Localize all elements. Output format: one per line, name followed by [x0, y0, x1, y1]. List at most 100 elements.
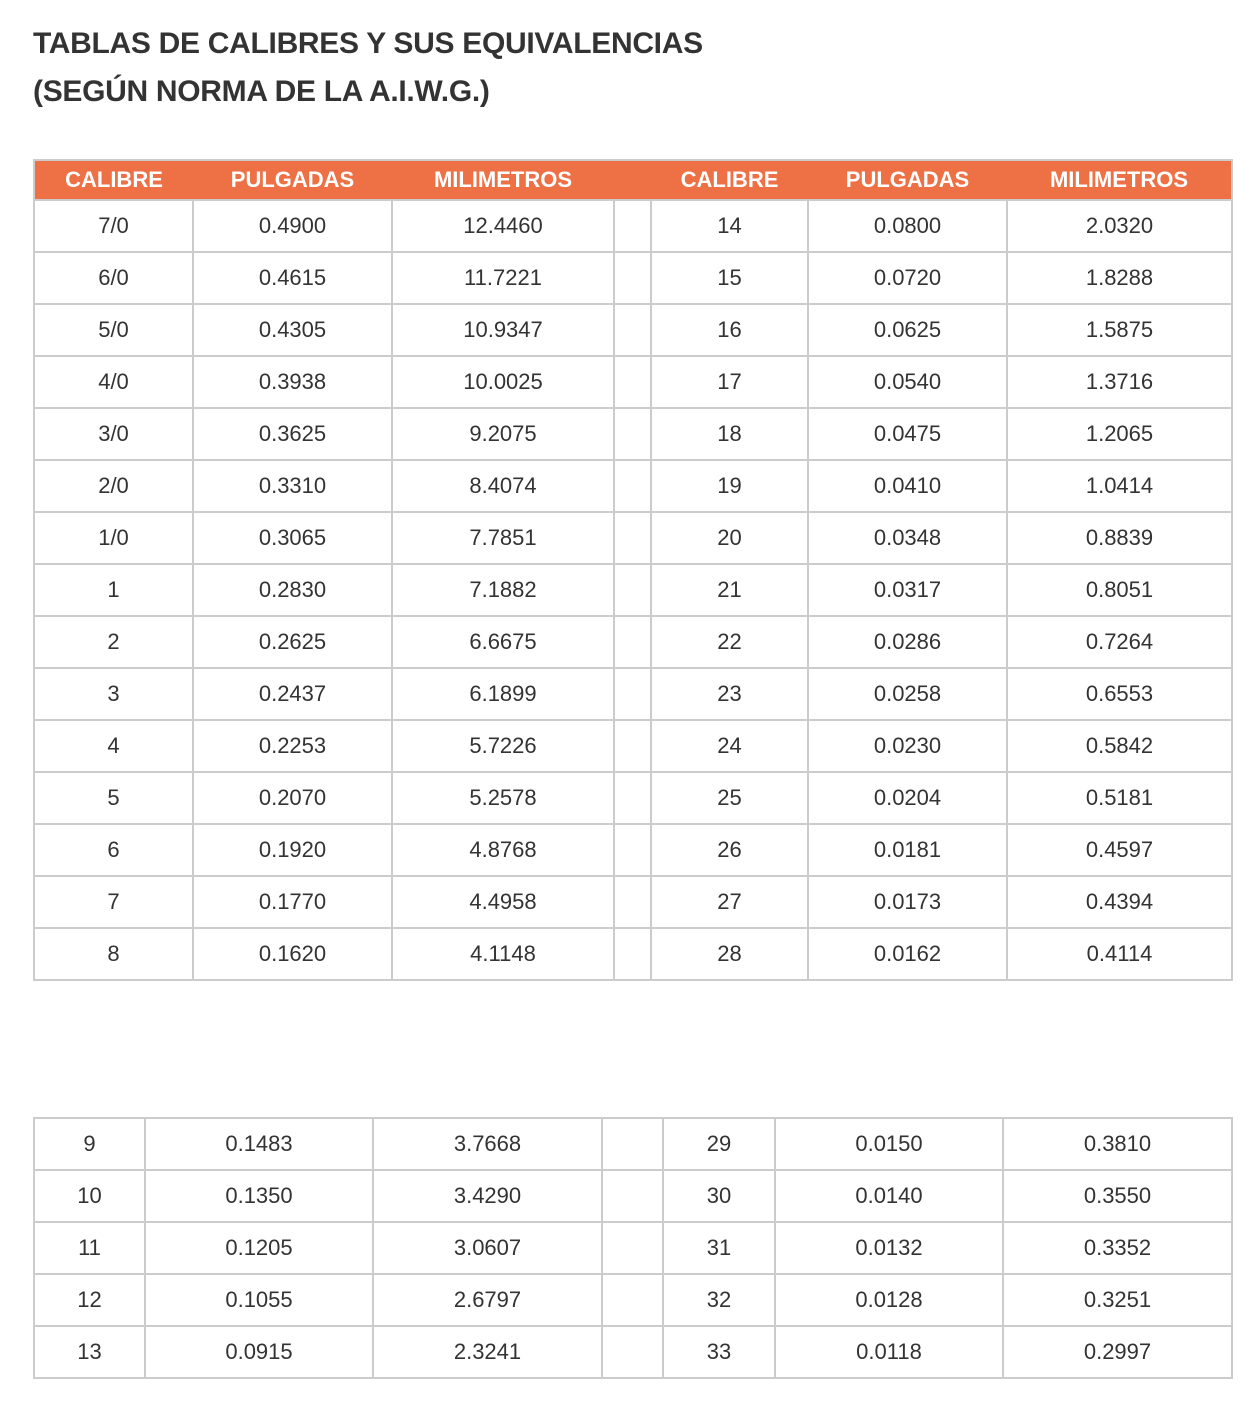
cell-milimetros: 3.0607	[372, 1221, 603, 1275]
cell-pulgadas: 0.0258	[807, 667, 1008, 721]
cell-spacer	[613, 875, 652, 929]
cell-pulgadas: 0.0410	[807, 459, 1008, 513]
cell-milimetros: 11.7221	[391, 251, 615, 305]
cell-calibre: 33	[662, 1325, 776, 1379]
cell-spacer	[613, 615, 652, 669]
cell-milimetros: 5.7226	[391, 719, 615, 773]
table-row: 11 0.1205 3.0607 31 0.0132 0.3352	[33, 1221, 1233, 1275]
cell-calibre: 20	[650, 511, 809, 565]
cell-spacer	[613, 355, 652, 409]
cell-pulgadas: 0.0128	[774, 1273, 1004, 1327]
cell-pulgadas: 0.0475	[807, 407, 1008, 461]
cell-pulgadas: 0.1770	[192, 875, 393, 929]
cell-calibre: 6	[33, 823, 194, 877]
cell-pulgadas: 0.1205	[144, 1221, 374, 1275]
cell-spacer	[613, 667, 652, 721]
header-pulgadas: PULGADAS	[193, 159, 392, 200]
table-row: 6 0.1920 4.8768 26 0.0181 0.4597	[33, 823, 1233, 877]
cell-milimetros: 1.0414	[1006, 459, 1233, 513]
cell-pulgadas: 0.2437	[192, 667, 393, 721]
cell-spacer	[613, 407, 652, 461]
cell-milimetros: 4.8768	[391, 823, 615, 877]
gauge-table-2: 9 0.1483 3.7668 29 0.0150 0.3810 10 0.1350 3.429…	[33, 1117, 1233, 1379]
cell-calibre: 9	[33, 1117, 146, 1171]
cell-milimetros: 6.1899	[391, 667, 615, 721]
cell-calibre: 22	[650, 615, 809, 669]
cell-calibre: 16	[650, 303, 809, 357]
table-row: 13 0.0915 2.3241 33 0.0118 0.2997	[33, 1325, 1233, 1379]
cell-pulgadas: 0.3625	[192, 407, 393, 461]
cell-pulgadas: 0.1920	[192, 823, 393, 877]
cell-spacer	[613, 511, 652, 565]
cell-milimetros: 12.4460	[391, 199, 615, 253]
cell-calibre: 29	[662, 1117, 776, 1171]
cell-spacer	[613, 303, 652, 357]
table-row: 2/0 0.3310 8.4074 19 0.0410 1.0414	[33, 459, 1233, 513]
cell-calibre: 31	[662, 1221, 776, 1275]
gauge-table-1: CALIBRE PULGADAS MILIMETROS CALIBRE PULGADAS…	[33, 159, 1233, 981]
cell-pulgadas: 0.4615	[192, 251, 393, 305]
cell-milimetros: 3.7668	[372, 1117, 603, 1171]
header-pulgadas: PULGADAS	[808, 159, 1007, 200]
cell-milimetros: 2.3241	[372, 1325, 603, 1379]
cell-milimetros: 10.0025	[391, 355, 615, 409]
cell-pulgadas: 0.3938	[192, 355, 393, 409]
cell-pulgadas: 0.1055	[144, 1273, 374, 1327]
table-row: 1/0 0.3065 7.7851 20 0.0348 0.8839	[33, 511, 1233, 565]
cell-pulgadas: 0.0625	[807, 303, 1008, 357]
cell-pulgadas: 0.0317	[807, 563, 1008, 617]
cell-spacer	[613, 251, 652, 305]
cell-milimetros: 0.3352	[1002, 1221, 1233, 1275]
cell-calibre: 18	[650, 407, 809, 461]
cell-milimetros: 0.6553	[1006, 667, 1233, 721]
cell-milimetros: 1.5875	[1006, 303, 1233, 357]
cell-milimetros: 0.8839	[1006, 511, 1233, 565]
cell-calibre: 1	[33, 563, 194, 617]
cell-milimetros: 7.7851	[391, 511, 615, 565]
cell-spacer	[601, 1221, 664, 1275]
table-header-row: CALIBRE PULGADAS MILIMETROS CALIBRE PULGADAS…	[33, 159, 1233, 200]
cell-milimetros: 0.7264	[1006, 615, 1233, 669]
cell-pulgadas: 0.2070	[192, 771, 393, 825]
cell-pulgadas: 0.2830	[192, 563, 393, 617]
cell-calibre: 3/0	[33, 407, 194, 461]
cell-spacer	[613, 459, 652, 513]
cell-milimetros: 2.6797	[372, 1273, 603, 1327]
table-row: 12 0.1055 2.6797 32 0.0128 0.3251	[33, 1273, 1233, 1327]
header-calibre: CALIBRE	[33, 159, 193, 200]
cell-calibre: 12	[33, 1273, 146, 1327]
cell-pulgadas: 0.0173	[807, 875, 1008, 929]
table-row: 3/0 0.3625 9.2075 18 0.0475 1.2065	[33, 407, 1233, 461]
cell-pulgadas: 0.2625	[192, 615, 393, 669]
cell-pulgadas: 0.0162	[807, 927, 1008, 981]
table-row: 10 0.1350 3.4290 30 0.0140 0.3550	[33, 1169, 1233, 1223]
cell-pulgadas: 0.2253	[192, 719, 393, 773]
cell-pulgadas: 0.3310	[192, 459, 393, 513]
cell-calibre: 15	[650, 251, 809, 305]
cell-spacer	[613, 563, 652, 617]
cell-spacer	[601, 1117, 664, 1171]
cell-milimetros: 6.6675	[391, 615, 615, 669]
cell-spacer	[601, 1169, 664, 1223]
table-row: 7 0.1770 4.4958 27 0.0173 0.4394	[33, 875, 1233, 929]
cell-pulgadas: 0.0204	[807, 771, 1008, 825]
header-milimetros: MILIMETROS	[1007, 159, 1233, 200]
cell-calibre: 11	[33, 1221, 146, 1275]
cell-calibre: 5/0	[33, 303, 194, 357]
cell-milimetros: 0.3550	[1002, 1169, 1233, 1223]
cell-spacer	[613, 823, 652, 877]
cell-calibre: 7/0	[33, 199, 194, 253]
cell-calibre: 4	[33, 719, 194, 773]
table-row: 8 0.1620 4.1148 28 0.0162 0.4114	[33, 927, 1233, 981]
cell-calibre: 21	[650, 563, 809, 617]
cell-pulgadas: 0.0915	[144, 1325, 374, 1379]
cell-pulgadas: 0.0132	[774, 1221, 1004, 1275]
table-row: 7/0 0.4900 12.4460 14 0.0800 2.0320	[33, 199, 1233, 253]
page-title: TABLAS DE CALIBRES Y SUS EQUIVALENCIAS (…	[33, 20, 703, 116]
cell-milimetros: 2.0320	[1006, 199, 1233, 253]
header-calibre: CALIBRE	[651, 159, 808, 200]
cell-pulgadas: 0.1350	[144, 1169, 374, 1223]
cell-pulgadas: 0.1620	[192, 927, 393, 981]
table-row: 5 0.2070 5.2578 25 0.0204 0.5181	[33, 771, 1233, 825]
cell-calibre: 10	[33, 1169, 146, 1223]
